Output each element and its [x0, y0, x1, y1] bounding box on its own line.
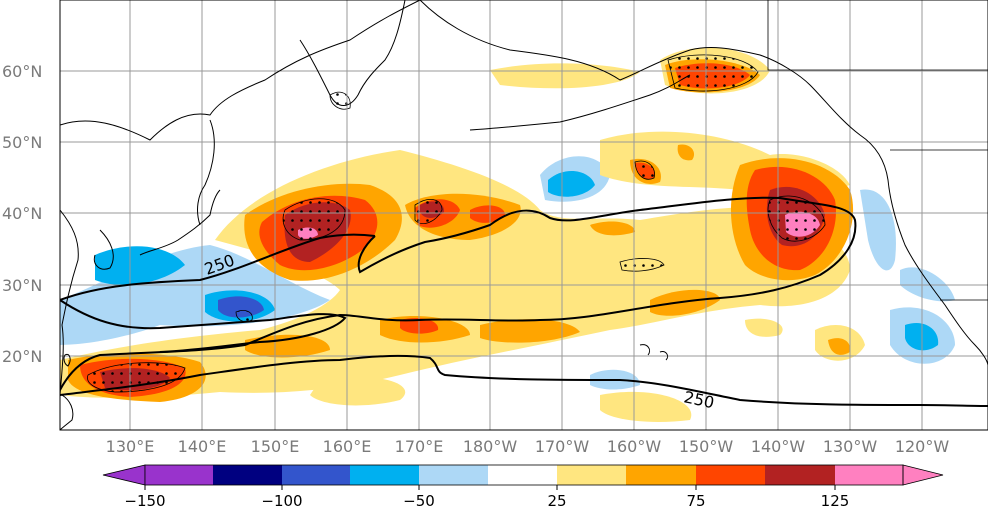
coastline-sakhalin [197, 119, 215, 226]
colorbar-tick-label: 125 [821, 492, 850, 510]
shade-negative-50 [860, 189, 896, 271]
contour-line [60, 196, 857, 391]
coastline-kamchatka [299, 0, 406, 106]
coastline-aleutians [469, 74, 691, 131]
longitude-label: 140°W [751, 437, 806, 456]
longitude-label: 160°E [323, 437, 372, 456]
significance-stippling [87, 54, 826, 393]
coastline-japan [139, 189, 221, 256]
latitude-label: 50°N [2, 133, 42, 152]
longitude-label: 130°W [823, 437, 878, 456]
longitude-label: 130°E [106, 437, 155, 456]
shade-positive-50 [828, 338, 851, 355]
latitude-label: 60°N [2, 62, 42, 81]
colorbar-segment [765, 465, 835, 485]
longitude-label: 120°W [895, 437, 950, 456]
colorbar-tick-label: −150 [124, 492, 165, 510]
colorbar-segment [488, 465, 557, 485]
stipple-region [619, 258, 665, 272]
map-panel: 250 250 [60, 0, 988, 430]
stipple-region [414, 199, 443, 224]
longitude-label: 170°E [395, 437, 444, 456]
colorbar-segment [696, 465, 765, 485]
shade-positive-50 [480, 319, 580, 343]
colorbar-segment [213, 465, 282, 485]
shade-positive-25 [600, 391, 692, 422]
shade-positive-25 [745, 318, 783, 337]
longitude-label: 160°W [607, 437, 662, 456]
coastline-taiwan [63, 353, 71, 367]
colorbar-segment [557, 465, 626, 485]
colorbar-extend-low [102, 464, 146, 486]
contour-line [60, 233, 376, 301]
colorbar-frame [144, 464, 904, 486]
shade-positive-50 [590, 221, 635, 236]
latitude-label: 20°N [2, 347, 42, 366]
colorbar-segment [145, 465, 213, 485]
border-us-canada [767, 0, 988, 71]
contour-line [60, 299, 347, 353]
colorbar-segment [419, 465, 488, 485]
coastline-philippines [60, 394, 74, 430]
colorbar-segment [350, 465, 419, 485]
stipple-region [235, 310, 253, 322]
colorbar-tick-label: −50 [403, 492, 435, 510]
shade-positive-50 [245, 334, 330, 358]
coastline-asia [60, 0, 421, 141]
coastline-alaska [419, 0, 988, 366]
shade-positive-50 [650, 289, 720, 316]
longitude-label: 140°E [178, 437, 227, 456]
longitude-label: 170°W [535, 437, 590, 456]
latitude-labels: 60°N 50°N 40°N 30°N 20°N [2, 62, 42, 366]
stipple-region [634, 160, 655, 180]
coastline-korea [93, 229, 114, 270]
shade-positive-25 [310, 376, 406, 406]
colorbar-segment [282, 465, 350, 485]
contour-line [60, 354, 988, 407]
colorbar-tick-label: 25 [547, 492, 566, 510]
stipple-region [329, 91, 351, 110]
stipple-region [667, 54, 759, 92]
colorbar-segment [626, 465, 696, 485]
longitude-label: 150°W [679, 437, 734, 456]
longitude-label: 180°W [463, 437, 518, 456]
shade-negative-50 [900, 267, 955, 302]
stipple-region [87, 362, 186, 393]
shade-positive-75 [470, 205, 505, 223]
latitude-label: 30°N [2, 276, 42, 295]
stipple-region [767, 195, 826, 242]
colorbar-ticks [144, 485, 836, 490]
political-borders [767, 0, 988, 301]
colorbar-tick-label: 75 [686, 492, 705, 510]
map-frame [59, 0, 988, 431]
colorbar: −150 −100 −50 25 75 125 [102, 464, 944, 510]
coastlines [60, 0, 988, 430]
coastline-hawaii [639, 344, 669, 361]
colorbar-segment [835, 465, 903, 485]
shade-positive-25 [490, 63, 640, 89]
latitude-label: 40°N [2, 204, 42, 223]
stipple-region [282, 198, 346, 241]
shade-positive-50 [677, 144, 695, 161]
shade-negative-100 [218, 296, 264, 318]
colorbar-tick-label: −100 [261, 492, 302, 510]
shade-negative-75 [95, 246, 185, 285]
colorbar-extend-high [902, 464, 944, 486]
longitude-label: 150°E [251, 437, 300, 456]
longitude-labels: 130°E 140°E 150°E 160°E 170°E 180°W 170°… [106, 437, 950, 456]
shade-negative-75 [548, 170, 595, 197]
